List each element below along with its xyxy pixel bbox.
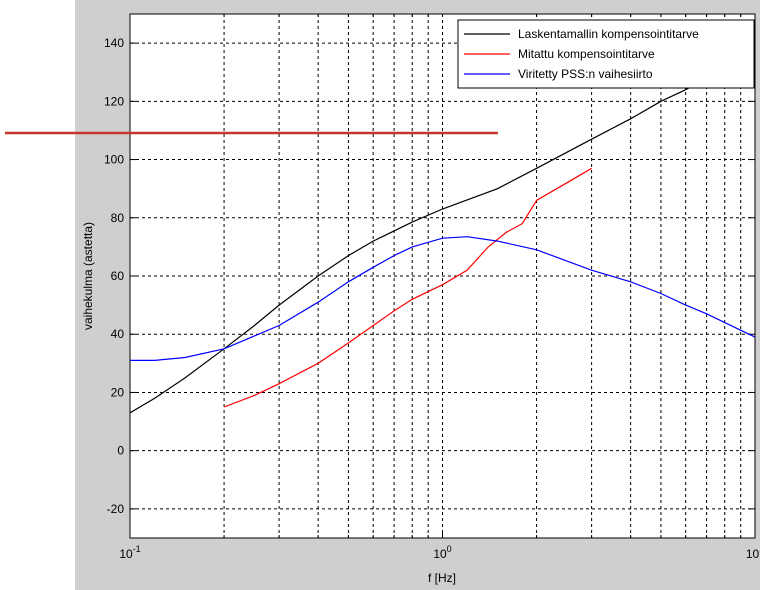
y-tick-label: -20 bbox=[107, 502, 125, 516]
legend: Laskentamallin kompensointitarve Mitattu … bbox=[457, 19, 755, 89]
series-layer bbox=[130, 51, 755, 414]
legend-label: Mitattu kompensointitarve bbox=[518, 47, 655, 61]
axes: -20 0 20 40 60 80 100 120 140 10-1 100 101 bbox=[104, 14, 760, 561]
y-tick-label: 0 bbox=[117, 444, 124, 458]
x-tick-label: 10-1 bbox=[119, 544, 140, 561]
y-tick-label: 80 bbox=[111, 211, 125, 225]
legend-label: Laskentamallin kompensointitarve bbox=[518, 27, 699, 41]
series-line-3 bbox=[130, 236, 755, 361]
y-tick-label: 120 bbox=[104, 94, 124, 108]
legend-label: Viritetty PSS:n vaihesiirto bbox=[518, 67, 653, 81]
series-line-1 bbox=[130, 51, 755, 414]
y-axis-label: vaihekulma (astetta) bbox=[81, 222, 95, 330]
series-line-2 bbox=[223, 167, 592, 408]
y-tick-label: 60 bbox=[111, 269, 125, 283]
x-tick-label: 101 bbox=[746, 544, 760, 561]
y-tick-label: 40 bbox=[111, 327, 125, 341]
grid bbox=[130, 14, 755, 538]
y-tick-label: 20 bbox=[111, 385, 125, 399]
y-tick-label: 100 bbox=[104, 153, 124, 167]
y-tick-label: 140 bbox=[104, 36, 124, 50]
x-tick-label: 100 bbox=[433, 544, 451, 561]
x-axis-label: f [Hz] bbox=[428, 571, 456, 585]
